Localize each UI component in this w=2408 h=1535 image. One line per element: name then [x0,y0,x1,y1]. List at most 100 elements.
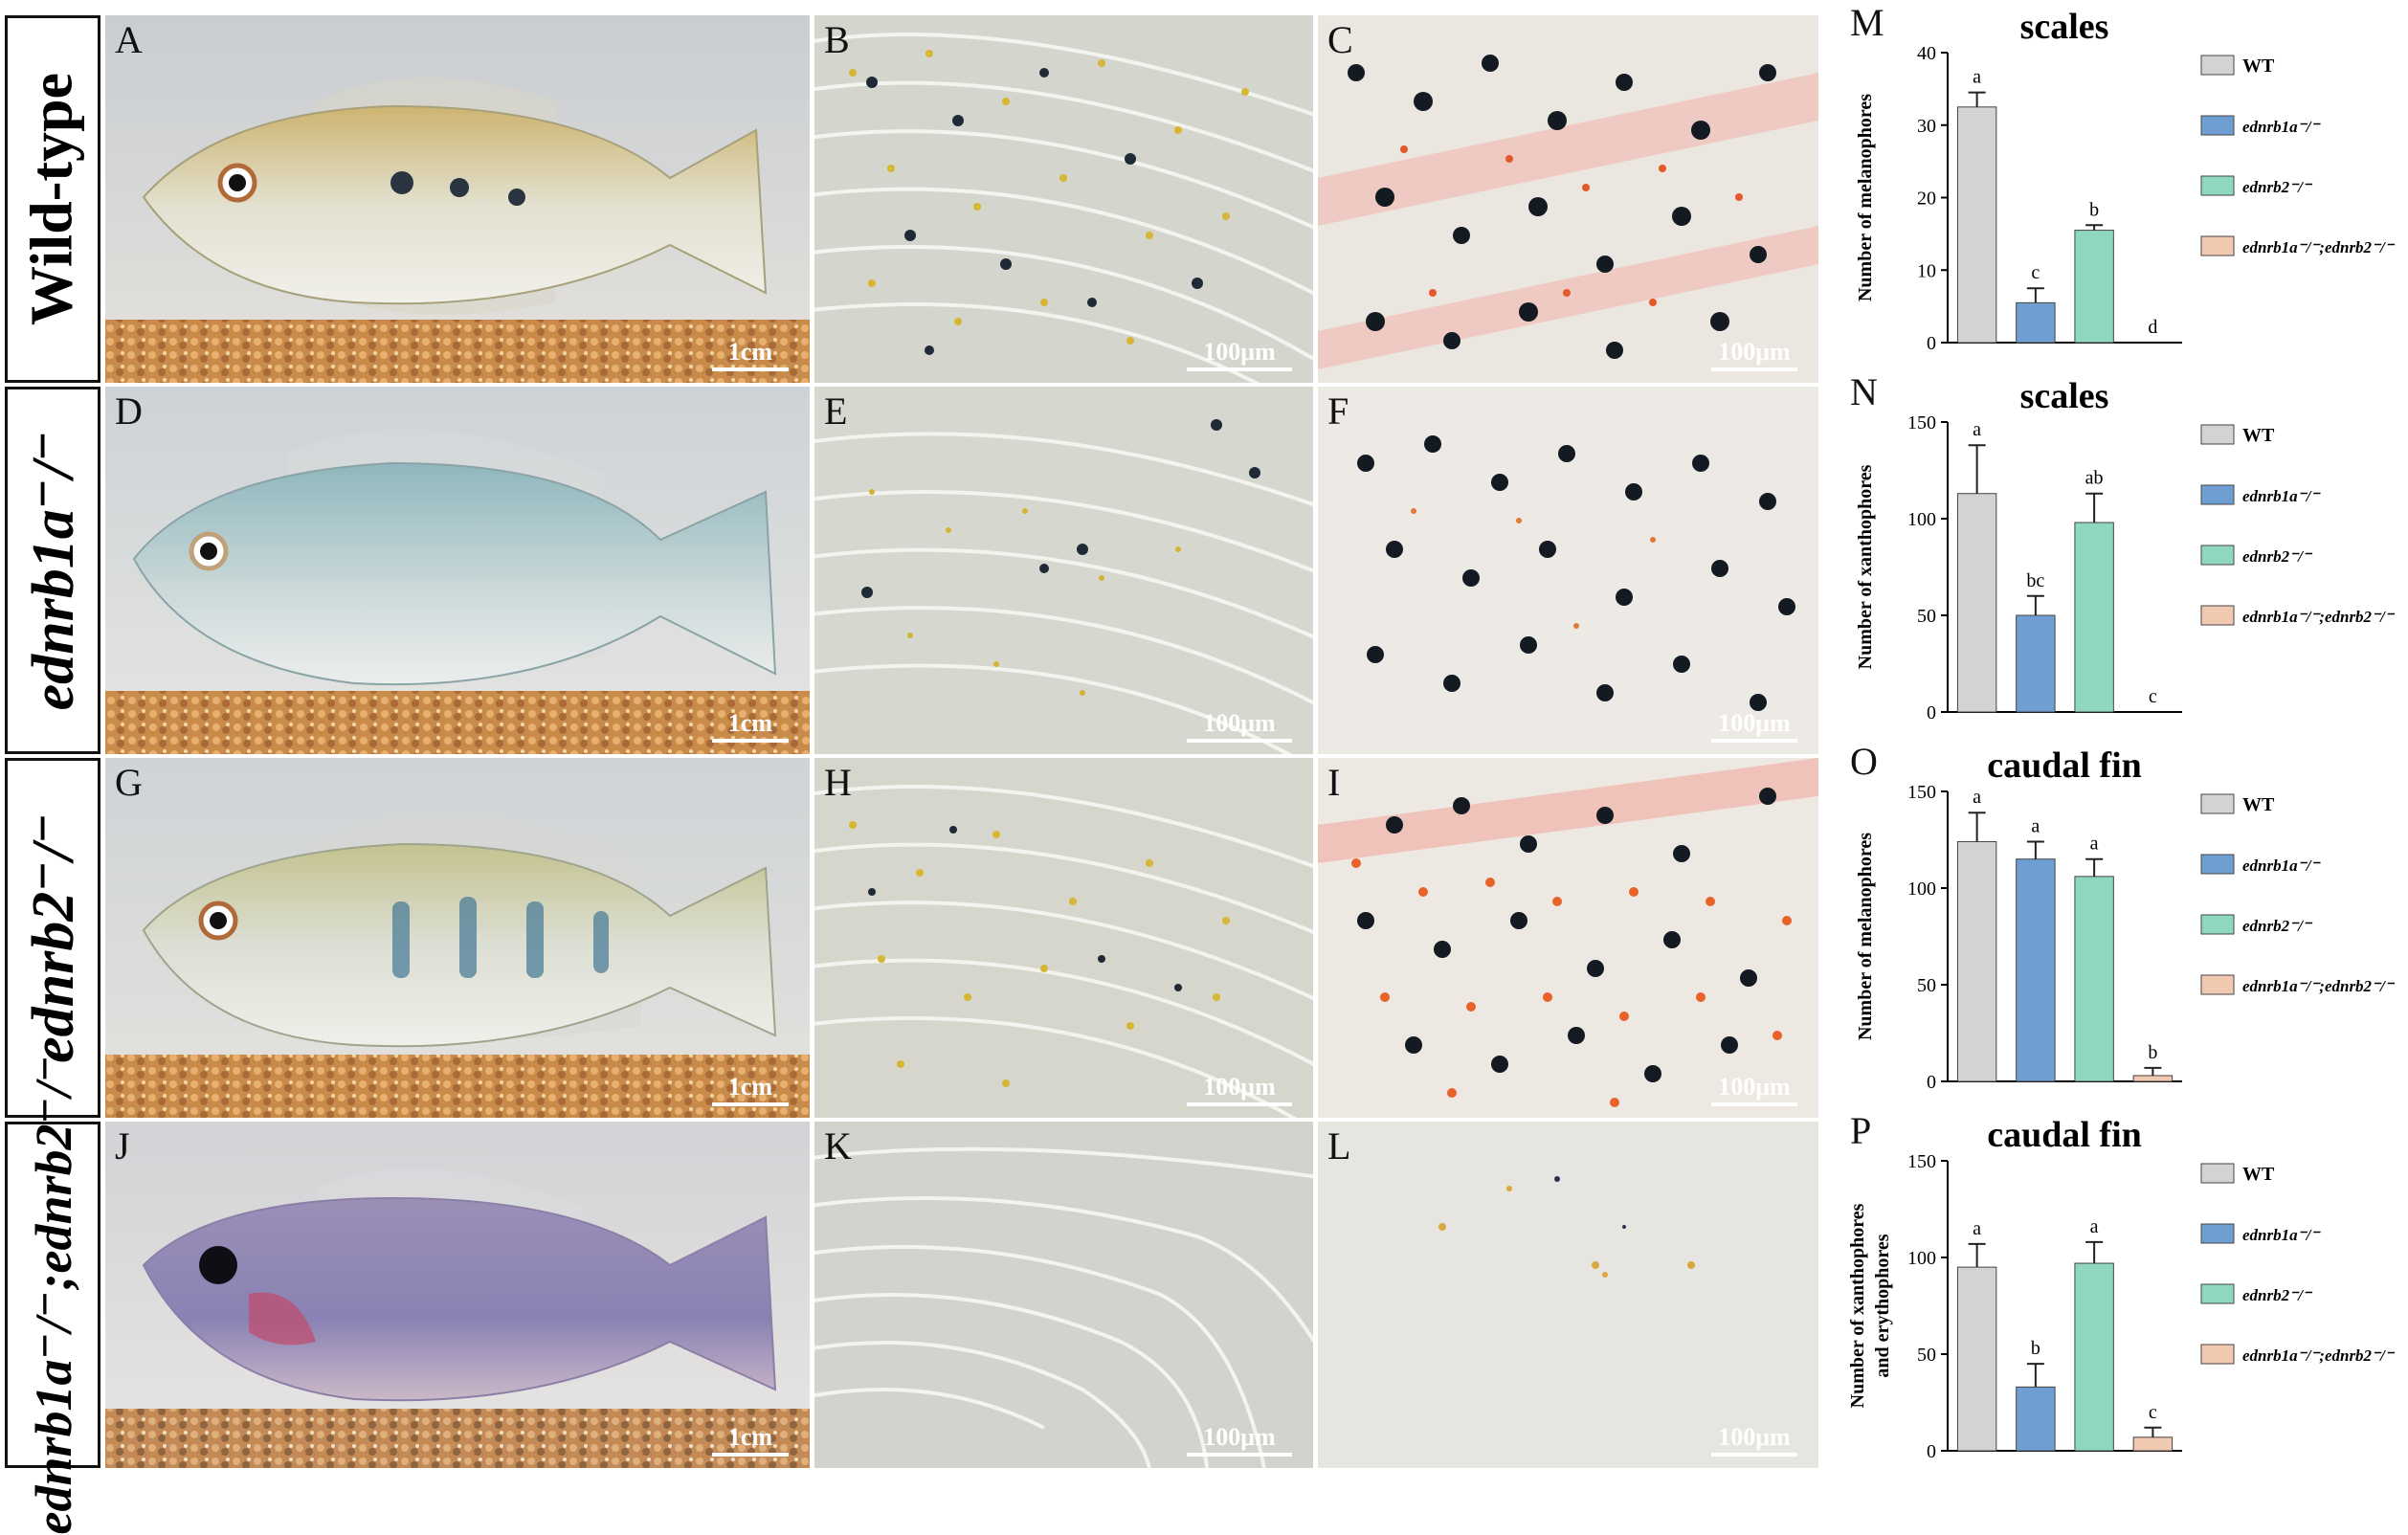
chart-title: caudal fin [1987,1115,2142,1155]
scale-bar: 100μm [1711,338,1797,371]
panel-letter: G [115,761,143,804]
legend-entry: WT [2242,56,2275,77]
chart-p-fin-xantho-erythophores: caudal fin Number of xanthophores and eryt… [1842,1108,2408,1478]
row-label-ednrb1a: ednrb1a⁻/⁻ [5,387,100,754]
significance-label: c [2149,686,2157,707]
panel-letter: L [1327,1124,1351,1168]
scale-bar: 100μm [1187,338,1292,371]
y-tick-label: 0 [1927,702,1936,723]
row-label-double-mutant: ednrb1a⁻/⁻;ednrb2⁻/⁻ [5,1055,100,1535]
legend-entry: ednrb2⁻/⁻ [2242,917,2313,935]
y-tick-label: 10 [1917,260,1936,281]
chart-letter: O [1850,740,1878,783]
panel-letter: D [115,389,143,433]
y-tick-label: 30 [1917,116,1936,137]
scale-bar: 100μm [1187,1423,1292,1457]
legend-entry: ednrb1a⁻/⁻ [2242,487,2321,505]
y-tick-label: 50 [1917,606,1936,627]
y-tick-label: 100 [1907,509,1936,530]
significance-label: b [2089,199,2099,220]
bar [1956,841,1997,1082]
legend-entry: WT [2242,794,2275,815]
scale-bar: 100μm [1187,709,1292,743]
legend-swatch [2200,1344,2235,1365]
legend-swatch [2200,1283,2235,1304]
chart-svg: caudal fin Number of melanophores 0 50 100 15… [1855,745,2396,1093]
significance-label: d [2148,317,2157,338]
y-tick-label: 50 [1917,1345,1936,1366]
chart-title: scales [2020,376,2109,416]
y-tick-label: 150 [1907,412,1936,434]
significance-label: a [1973,787,1981,808]
legend-entry: ednrb1a⁻/⁻ [2242,1226,2321,1244]
panel-letter: B [824,18,850,61]
panel-letter: E [824,389,848,433]
panel-letter: I [1327,761,1341,804]
bar [2016,858,2056,1082]
significance-label: c [2031,262,2040,283]
y-tick-label: 0 [1927,333,1936,354]
chart-o-fin-melanophores: caudal fin Number of melanophores 0 50 100 15… [1842,739,2408,1108]
y-axis-label: Number of xanthophores [1855,464,1876,669]
legend-swatch [2200,545,2235,566]
y-axis-label: Number of melanophores [1855,833,1876,1040]
chart-svg: scales Number of melanophores 0 10 20 30 40 a c b… [1855,7,2396,354]
legend-entry: ednrb1a⁻/⁻;ednrb2⁻/⁻ [2242,608,2396,626]
scale-bar: 1cm [712,1073,789,1106]
chart-svg: caudal fin Number of xanthophores and eryt… [1847,1115,2396,1462]
legend-swatch [2200,115,2235,136]
bar [2074,876,2114,1082]
bar [2016,614,2056,713]
y-tick-label: 50 [1917,975,1936,996]
bar [2074,230,2114,344]
legend-swatch [2200,175,2235,196]
panel-i-fin-micrograph: I 100μm [1318,758,1818,1118]
panel-b-scale-micrograph: B 100μm [814,15,1313,383]
bar [2074,522,2114,713]
legend-entry: ednrb2⁻/⁻ [2242,178,2313,196]
y-tick-label: 0 [1927,1441,1936,1462]
significance-label: a [2090,834,2099,855]
legend-entry: ednrb1a⁻/⁻;ednrb2⁻/⁻ [2242,977,2396,995]
bar [2016,301,2056,344]
panel-letter: F [1327,389,1349,433]
y-tick-label: 20 [1917,189,1936,210]
bar [1956,493,1997,713]
legend-entry: ednrb1a⁻/⁻;ednrb2⁻/⁻ [2242,1346,2396,1365]
legend-swatch [2200,914,2235,935]
scale-bar: 100μm [1187,1073,1292,1106]
significance-label: a [1973,1218,1981,1239]
bar [2132,1436,2174,1452]
bar [2132,1075,2174,1082]
legend-swatch [2200,484,2235,505]
panel-c-fin-micrograph: C 100μm [1318,15,1818,383]
bar [2016,1386,2056,1452]
y-tick-label: 150 [1907,1151,1936,1172]
legend-swatch [2200,974,2235,995]
chart-title: scales [2020,7,2109,47]
scale-bar: 1cm [712,709,789,743]
panel-letter: J [115,1124,130,1168]
panel-k-scale-micrograph: K 100μm [814,1122,1313,1468]
legend-swatch [2200,235,2235,256]
panel-f-fin-micrograph: F 100μm [1318,387,1818,754]
panel-a-fish-photo: A 1cm [105,15,810,383]
panel-e-scale-micrograph: E 100μm [814,387,1313,754]
legend-entry: ednrb1a⁻/⁻;ednrb2⁻/⁻ [2242,238,2396,256]
panel-letter: K [824,1124,852,1168]
panel-j-fish-photo: J 1cm [105,1122,810,1468]
scale-bar: 100μm [1711,1073,1797,1106]
legend-swatch [2200,1163,2235,1184]
legend-swatch [2200,793,2235,814]
bar [1956,1266,1997,1452]
scale-bar: 1cm [712,338,789,371]
chart-m-scales-melanophores: scales Number of melanophores 0 10 20 30 40 a c b… [1842,0,2408,369]
panel-letter: A [115,18,143,61]
bar [1956,106,1997,344]
row-label-ednrb2: ednrb2⁻/⁻ [5,758,100,1118]
panel-letter: C [1327,18,1353,61]
y-tick-label: 150 [1907,782,1936,803]
scale-bar: 100μm [1711,709,1797,743]
legend-entry: ednrb2⁻/⁻ [2242,1286,2313,1304]
